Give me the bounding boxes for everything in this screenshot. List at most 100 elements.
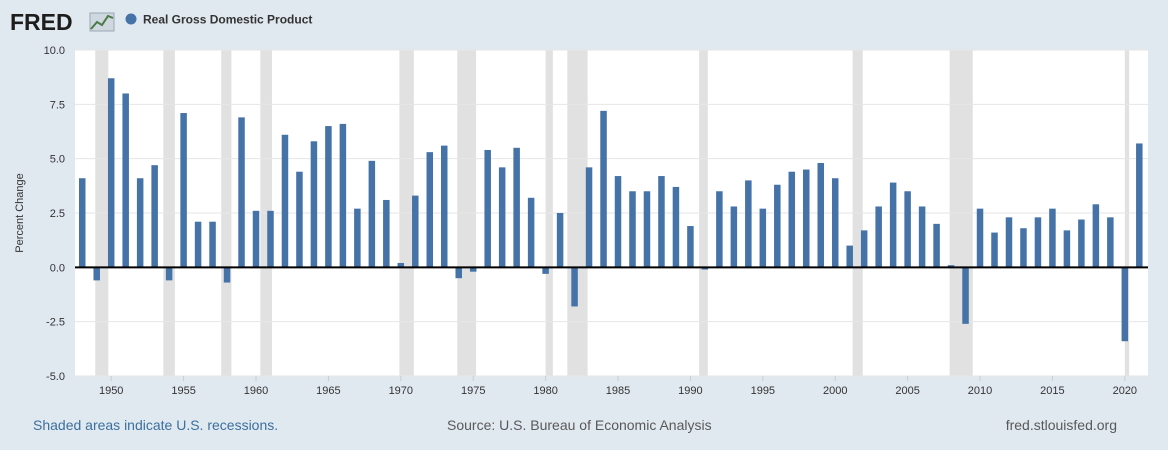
x-tick-label: 1955 bbox=[171, 385, 195, 397]
legend-label: Real Gross Domestic Product bbox=[143, 13, 312, 27]
bar-2015[interactable] bbox=[1049, 208, 1056, 268]
x-tick-label: 2005 bbox=[895, 385, 919, 397]
fred-logo-chart-icon bbox=[89, 12, 115, 32]
y-axis-label: Percent Change bbox=[14, 173, 26, 253]
bar-2000[interactable] bbox=[831, 178, 839, 268]
bar-2020[interactable] bbox=[1121, 267, 1129, 342]
bar-1961[interactable] bbox=[267, 210, 274, 268]
bar-2008[interactable] bbox=[947, 265, 955, 268]
y-tick-label: -2.5 bbox=[46, 317, 65, 329]
y-tick-label: -5.0 bbox=[46, 371, 65, 383]
bar-1950[interactable] bbox=[107, 78, 115, 268]
bar-1997[interactable] bbox=[788, 171, 796, 268]
bar-1956[interactable] bbox=[194, 221, 202, 268]
bar-1988[interactable] bbox=[658, 176, 665, 268]
x-tick-label: 1995 bbox=[751, 385, 775, 397]
bar-1972[interactable] bbox=[426, 152, 434, 268]
bar-1983[interactable] bbox=[585, 167, 593, 268]
source-text: Source: U.S. Bureau of Economic Analysis bbox=[447, 417, 712, 433]
bar-1990[interactable] bbox=[687, 226, 694, 268]
fred-logo[interactable]: FRED bbox=[10, 9, 115, 35]
bar-1958[interactable] bbox=[223, 267, 231, 283]
bar-1957[interactable] bbox=[209, 221, 216, 268]
bar-2006[interactable] bbox=[918, 206, 926, 268]
bar-1986[interactable] bbox=[629, 191, 636, 268]
bar-1980[interactable] bbox=[542, 267, 549, 274]
bar-1977[interactable] bbox=[498, 167, 506, 268]
bar-1963[interactable] bbox=[296, 171, 303, 268]
bar-1964[interactable] bbox=[310, 141, 318, 268]
bar-1965[interactable] bbox=[325, 126, 332, 268]
bar-2021[interactable] bbox=[1136, 143, 1143, 268]
bar-2010[interactable] bbox=[976, 208, 984, 268]
bar-1949[interactable] bbox=[93, 267, 100, 281]
bar-2009[interactable] bbox=[962, 267, 969, 324]
bar-1987[interactable] bbox=[643, 191, 651, 268]
bar-1962[interactable] bbox=[281, 134, 289, 268]
bar-1973[interactable] bbox=[441, 145, 448, 268]
y-tick-label: 7.5 bbox=[50, 99, 65, 111]
bar-1991[interactable] bbox=[701, 267, 709, 270]
recession-note-link[interactable]: Shaded areas indicate U.S. recessions. bbox=[33, 417, 279, 433]
bar-2016[interactable] bbox=[1063, 230, 1071, 268]
bar-1948[interactable] bbox=[78, 178, 86, 268]
bar-2013[interactable] bbox=[1020, 228, 1027, 268]
bar-1982[interactable] bbox=[571, 267, 578, 307]
bar-2014[interactable] bbox=[1034, 217, 1042, 268]
bar-2018[interactable] bbox=[1092, 204, 1100, 268]
y-tick-label: 5.0 bbox=[50, 154, 65, 166]
bar-1966[interactable] bbox=[339, 123, 347, 268]
bar-2003[interactable] bbox=[875, 206, 882, 268]
bar-1970[interactable] bbox=[397, 262, 405, 268]
bar-1978[interactable] bbox=[513, 147, 520, 268]
bar-1993[interactable] bbox=[730, 206, 738, 268]
bar-1992[interactable] bbox=[716, 191, 723, 268]
legend[interactable]: Real Gross Domestic Product bbox=[125, 13, 313, 27]
bar-2017[interactable] bbox=[1078, 219, 1085, 268]
bar-1967[interactable] bbox=[354, 208, 361, 268]
bar-1975[interactable] bbox=[469, 267, 477, 272]
bar-1994[interactable] bbox=[745, 180, 752, 268]
bar-1976[interactable] bbox=[484, 149, 491, 268]
bar-1989[interactable] bbox=[672, 186, 680, 268]
bar-2007[interactable] bbox=[933, 223, 940, 268]
bar-2002[interactable] bbox=[860, 230, 868, 268]
x-tick-label: 1990 bbox=[678, 385, 702, 397]
bar-1960[interactable] bbox=[252, 210, 260, 268]
bar-1995[interactable] bbox=[759, 208, 767, 268]
bar-1953[interactable] bbox=[151, 165, 158, 268]
bar-1999[interactable] bbox=[817, 163, 824, 268]
bar-1952[interactable] bbox=[136, 178, 144, 268]
bar-2019[interactable] bbox=[1107, 217, 1114, 268]
site-link[interactable]: fred.stlouisfed.org bbox=[1005, 417, 1117, 433]
bar-1954[interactable] bbox=[165, 267, 173, 281]
bar-1974[interactable] bbox=[455, 267, 462, 279]
x-tick-label: 1960 bbox=[244, 385, 268, 397]
bar-2001[interactable] bbox=[846, 245, 853, 268]
bar-1955[interactable] bbox=[180, 113, 187, 268]
bar-2012[interactable] bbox=[1005, 217, 1013, 268]
bar-1979[interactable] bbox=[527, 197, 535, 268]
bar-1996[interactable] bbox=[774, 184, 781, 268]
bar-1998[interactable] bbox=[803, 169, 810, 268]
bar-2011[interactable] bbox=[991, 232, 998, 268]
y-tick-label: 2.5 bbox=[50, 208, 65, 220]
x-tick-label: 1980 bbox=[533, 385, 557, 397]
bar-1984[interactable] bbox=[600, 110, 607, 268]
bars[interactable] bbox=[78, 78, 1143, 342]
x-tick-label: 2020 bbox=[1113, 385, 1137, 397]
bar-1969[interactable] bbox=[383, 199, 390, 268]
bar-1981[interactable] bbox=[556, 213, 564, 268]
y-tick-label: 10.0 bbox=[44, 45, 65, 57]
y-tick-label: 0.0 bbox=[50, 262, 65, 274]
bar-1968[interactable] bbox=[368, 160, 376, 268]
bar-2004[interactable] bbox=[889, 182, 897, 268]
bar-1951[interactable] bbox=[122, 93, 129, 268]
x-tick-label: 1985 bbox=[606, 385, 630, 397]
bar-1959[interactable] bbox=[238, 117, 245, 268]
bar-1985[interactable] bbox=[614, 176, 622, 268]
bar-1971[interactable] bbox=[412, 195, 419, 268]
gridlines bbox=[75, 49, 1148, 377]
bar-2005[interactable] bbox=[904, 191, 911, 268]
